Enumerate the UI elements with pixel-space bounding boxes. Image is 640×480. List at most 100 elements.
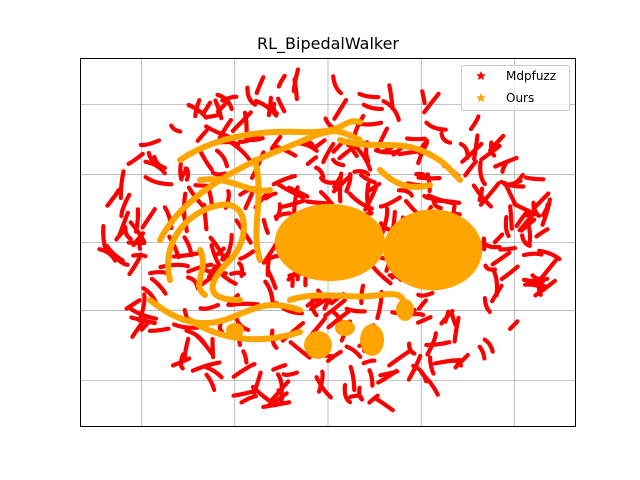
scatter-cluster-ours [396,299,414,321]
scatter-mark-mdpfuzz [439,131,453,145]
scatter-mark-mdpfuzz [376,368,399,385]
scatter-mark-mdpfuzz [276,388,285,406]
scatter-mark-mdpfuzz [373,396,395,413]
scatter-mark-mdpfuzz [326,349,343,363]
scatter-mark-mdpfuzz [288,340,312,360]
scatter-mark-mdpfuzz [331,157,346,168]
scatter-mark-mdpfuzz [101,224,108,252]
scatter-mark-mdpfuzz [239,394,258,405]
scatter-mark-mdpfuzz [241,349,249,365]
scatter-curve-ours [187,317,303,343]
scatter-mark-mdpfuzz [420,89,427,106]
scatter-mark-mdpfuzz [452,315,461,344]
scatter-mark-mdpfuzz [210,170,228,177]
scatter-mark-mdpfuzz [182,336,191,361]
scatter-curve-ours [337,137,463,183]
scatter-blob-ours-1 [274,203,386,282]
scatter-mark-mdpfuzz [169,123,183,134]
scatter-mark-mdpfuzz [130,315,148,339]
scatter-mark-mdpfuzz [541,202,550,218]
scatter-mark-mdpfuzz [332,98,349,121]
scatter-mark-mdpfuzz [273,211,292,219]
scatter-mark-mdpfuzz [523,282,546,292]
scatter-mark-mdpfuzz [204,372,217,392]
scatter-mark-mdpfuzz [536,276,543,297]
scatter-mark-mdpfuzz [213,265,238,286]
scatter-curve-ours [252,157,263,263]
scatter-mark-mdpfuzz [490,250,512,267]
scatter-mark-mdpfuzz [463,159,478,178]
scatter-mark-mdpfuzz [532,191,551,210]
scatter-curve-ours [147,297,303,327]
scatter-mark-mdpfuzz [416,140,430,166]
legend: Mdpfuzz Ours [461,65,570,111]
scatter-mark-mdpfuzz [500,160,509,174]
scatter-mark-mdpfuzz [479,143,502,162]
scatter-mark-mdpfuzz [499,264,520,282]
scatter-cluster-ours [304,331,332,359]
scatter-mark-mdpfuzz [357,385,365,402]
scatter-mark-mdpfuzz [508,319,520,331]
scatter-mark-mdpfuzz [367,393,380,405]
scatter-mark-mdpfuzz [322,297,332,311]
scatter-mark-mdpfuzz [471,183,493,209]
scatter-mark-mdpfuzz [513,172,525,186]
scatter-mark-mdpfuzz [171,251,200,259]
series-ours [147,118,483,359]
scatter-mark-mdpfuzz [195,128,209,143]
scatter-mark-mdpfuzz [158,262,190,270]
scatter-mark-mdpfuzz [331,174,352,194]
scatter-blob-ours-2 [383,209,483,291]
scatter-mark-mdpfuzz [367,368,375,388]
scatter-mark-mdpfuzz [432,358,462,366]
scatter-mark-mdpfuzz [414,171,428,180]
scatter-mark-mdpfuzz [481,240,502,250]
scatter-mark-mdpfuzz [453,352,470,370]
scatter-mark-mdpfuzz [210,337,216,360]
scatter-mark-mdpfuzz [213,98,224,121]
scatter-mark-mdpfuzz [143,159,167,176]
scatter-mark-mdpfuzz [352,169,371,177]
scatter-mark-mdpfuzz [263,191,278,201]
scatter-mark-mdpfuzz [198,303,221,311]
scatter-mark-mdpfuzz [229,270,247,276]
scatter-curve-ours [377,167,433,190]
scatter-mark-mdpfuzz [478,160,487,187]
scatter-mark-mdpfuzz [344,306,367,314]
scatter-mark-mdpfuzz [129,307,159,321]
scatter-mark-mdpfuzz [396,188,414,198]
scatter-mark-mdpfuzz [231,362,257,379]
scatter-mark-mdpfuzz [105,187,121,208]
scatter-mark-mdpfuzz [508,204,514,231]
scatter-mark-mdpfuzz [521,251,544,258]
scatter-mark-mdpfuzz [482,296,492,314]
scatter-mark-mdpfuzz [228,301,261,307]
scatter-mark-mdpfuzz [149,276,168,296]
scatter-mark-mdpfuzz [97,247,118,263]
scatter-mark-mdpfuzz [190,360,222,373]
legend-label-ours: Ours [506,91,534,105]
scatter-mark-mdpfuzz [139,319,152,332]
scatter-mark-mdpfuzz [520,233,532,248]
scatter-mark-mdpfuzz [137,292,147,323]
plot-frame [80,58,576,427]
scatter-mark-mdpfuzz [387,348,412,368]
scatter-mark-mdpfuzz [292,77,299,102]
scatter-mark-mdpfuzz [276,182,306,200]
chart-title: RL_BipedalWalker [257,34,399,54]
scatter-mark-mdpfuzz [104,243,125,263]
legend-marker-mdpfuzz [476,71,486,80]
scatter-mark-mdpfuzz [422,91,441,115]
scatter-mark-mdpfuzz [143,175,174,187]
scatter-mark-mdpfuzz [314,165,326,180]
scatter-mark-mdpfuzz [305,155,319,167]
scatter-mark-mdpfuzz [266,391,289,408]
scatter-mark-mdpfuzz [534,227,550,239]
scatter-mark-mdpfuzz [498,246,518,252]
scatter-mark-mdpfuzz [281,370,299,378]
scatter-mark-mdpfuzz [286,185,310,199]
scatter-mark-mdpfuzz [266,95,273,118]
scatter-mark-mdpfuzz [314,375,333,400]
scatter-mark-mdpfuzz [263,279,275,306]
scatter-curve-ours [165,201,247,303]
